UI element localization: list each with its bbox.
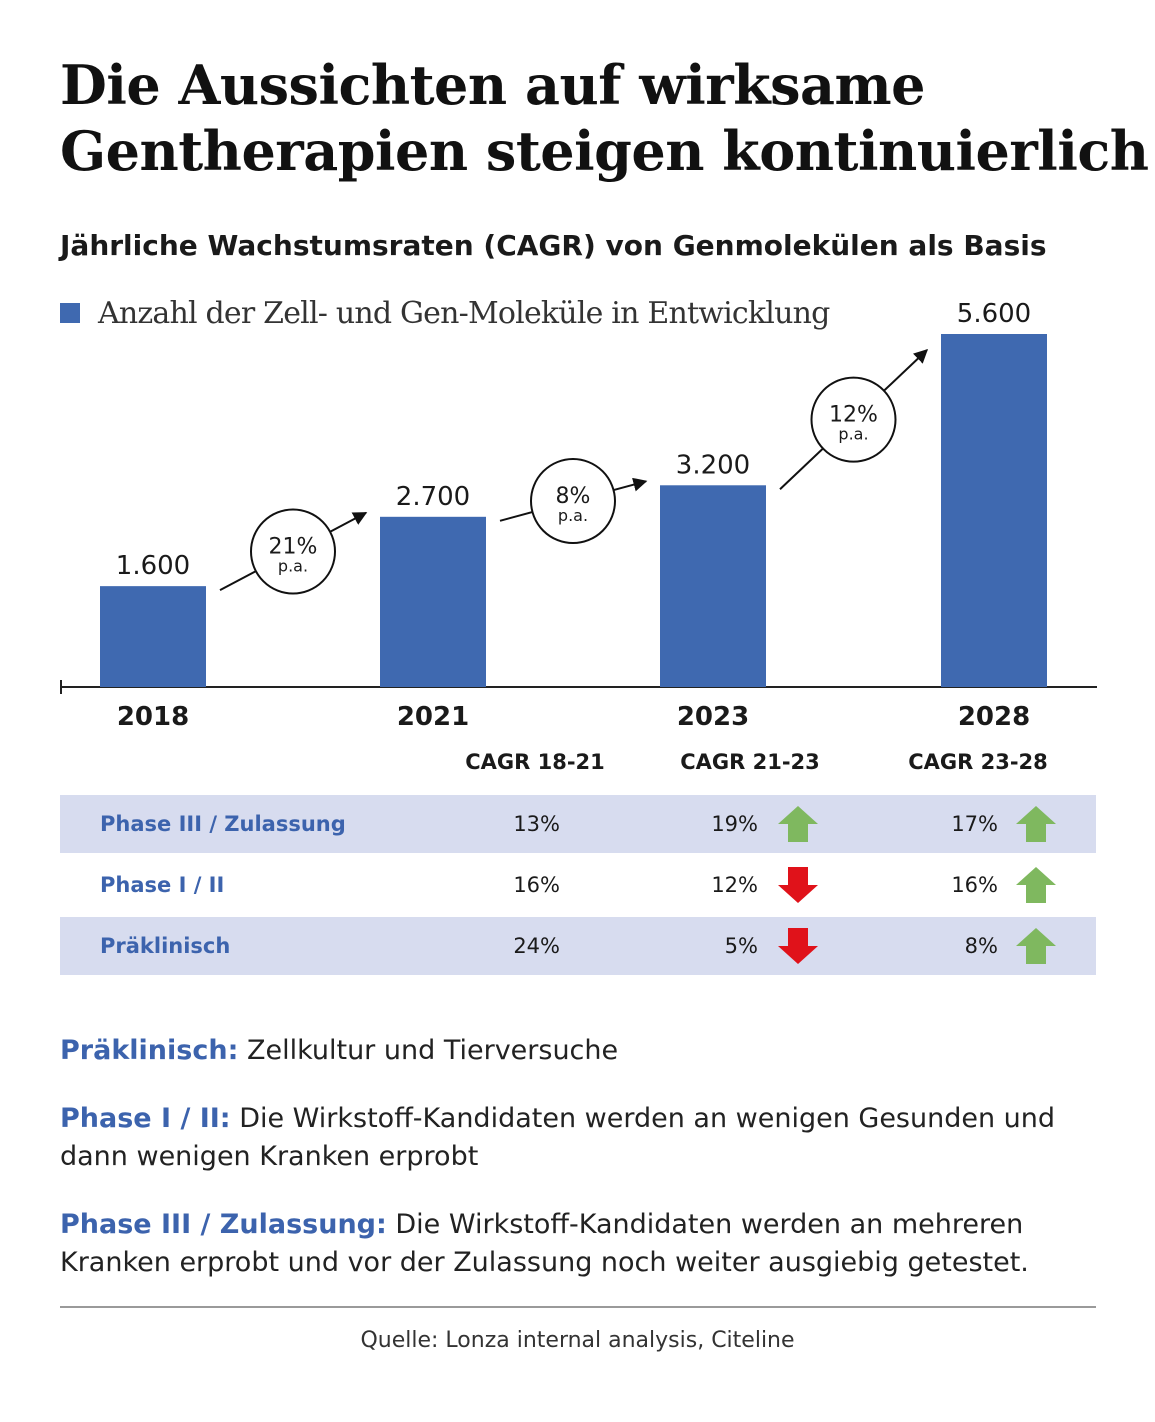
- title-line-2: Gentherapien steigen kontinuierlich: [60, 119, 1149, 183]
- table-cell: 12%: [711, 873, 758, 897]
- table-cell: 16%: [951, 873, 998, 897]
- x-tick-label: 2028: [958, 702, 1030, 732]
- column-header: CAGR 23-28: [908, 750, 1048, 774]
- down-arrow-icon: [778, 867, 818, 903]
- table-cell: 16%: [513, 873, 560, 897]
- table-cell: 5%: [724, 934, 758, 958]
- cagr-table: Phase III / Zulassung 13% 19% 17% Phase I / …: [60, 795, 1096, 978]
- definition-term: Phase III / Zulassung:: [60, 1209, 387, 1240]
- x-tick-label: 2018: [117, 702, 189, 732]
- bar-value-label: 1.600: [116, 551, 190, 581]
- row-label: Präklinisch: [100, 934, 231, 958]
- definition-term: Phase I / II:: [60, 1103, 231, 1134]
- x-tick-label: 2021: [397, 702, 469, 732]
- table-cell: 24%: [513, 934, 560, 958]
- up-arrow-icon: [1016, 867, 1056, 903]
- row-label: Phase I / II: [100, 873, 225, 897]
- table-row: Phase I / II 16% 12% 16%: [60, 856, 1096, 914]
- growth-circle: [250, 508, 336, 595]
- definition-text: Die Wirkstoff-Kandidaten werden an mehre…: [60, 1209, 1029, 1278]
- up-arrow-icon: [1016, 928, 1056, 964]
- table-cell: 19%: [711, 812, 758, 836]
- bar-value-label: 3.200: [676, 450, 750, 480]
- bar-2018: [100, 586, 206, 687]
- source-note: Quelle: Lonza internal analysis, Citelin…: [360, 1328, 795, 1353]
- growth-unit-label: p.a.: [838, 425, 868, 444]
- bar-2021: [380, 516, 486, 687]
- column-header: CAGR 18-21: [465, 750, 605, 774]
- legend-swatch: [60, 303, 80, 323]
- phase-definition: Phase I / II: Die Wirkstoff-Kandidaten w…: [60, 1100, 1100, 1176]
- definition-text: Zellkultur und Tierversuche: [238, 1035, 619, 1066]
- table-row: Präklinisch 24% 5% 8%: [60, 917, 1096, 975]
- down-arrow-icon: [778, 928, 818, 964]
- growth-rate-label: 8%: [556, 484, 591, 509]
- growth-rate-label: 21%: [269, 534, 318, 559]
- growth-rate-label: 12%: [829, 403, 878, 428]
- growth-circle: [530, 458, 616, 545]
- table-cell: 13%: [513, 812, 560, 836]
- growth-circle: [810, 376, 897, 463]
- definition-text: Die Wirkstoff-Kandidaten werden an wenig…: [60, 1103, 1056, 1172]
- phase-definitions: Präklinisch: Zellkultur und Tierversuche…: [60, 1032, 1100, 1312]
- bar-2023: [660, 485, 766, 687]
- bar-value-label: 5.600: [957, 299, 1031, 329]
- bar-chart: 1.60020182.70020213.20020235.600202821%p…: [60, 299, 1097, 732]
- x-tick-label: 2023: [677, 702, 749, 732]
- divider: [60, 1306, 1096, 1308]
- phase-definition: Phase III / Zulassung: Die Wirkstoff-Kan…: [60, 1206, 1100, 1282]
- title-line-1: Die Aussichten auf wirksame: [60, 53, 926, 117]
- up-arrow-icon: [1016, 806, 1056, 842]
- definition-term: Präklinisch:: [60, 1035, 239, 1066]
- bar-2028: [941, 334, 1047, 687]
- page-subtitle: Jährliche Wachstumsraten (CAGR) von Genm…: [60, 229, 1047, 262]
- page-title: Die Aussichten auf wirksame Gentherapien…: [60, 52, 1149, 184]
- table-cell: 17%: [951, 812, 998, 836]
- bar-value-label: 2.700: [396, 482, 470, 512]
- up-arrow-icon: [778, 806, 818, 842]
- row-label: Phase III / Zulassung: [100, 812, 346, 836]
- growth-unit-label: p.a.: [278, 556, 308, 575]
- table-row: Phase III / Zulassung 13% 19% 17%: [60, 795, 1096, 853]
- column-header: CAGR 21-23: [680, 750, 820, 774]
- growth-unit-label: p.a.: [558, 506, 588, 525]
- legend-label: Anzahl der Zell- und Gen-Moleküle in Ent…: [98, 295, 830, 331]
- table-cell: 8%: [964, 934, 998, 958]
- phase-definition: Präklinisch: Zellkultur und Tierversuche: [60, 1032, 1100, 1070]
- chart-legend: Anzahl der Zell- und Gen-Moleküle in Ent…: [60, 293, 830, 333]
